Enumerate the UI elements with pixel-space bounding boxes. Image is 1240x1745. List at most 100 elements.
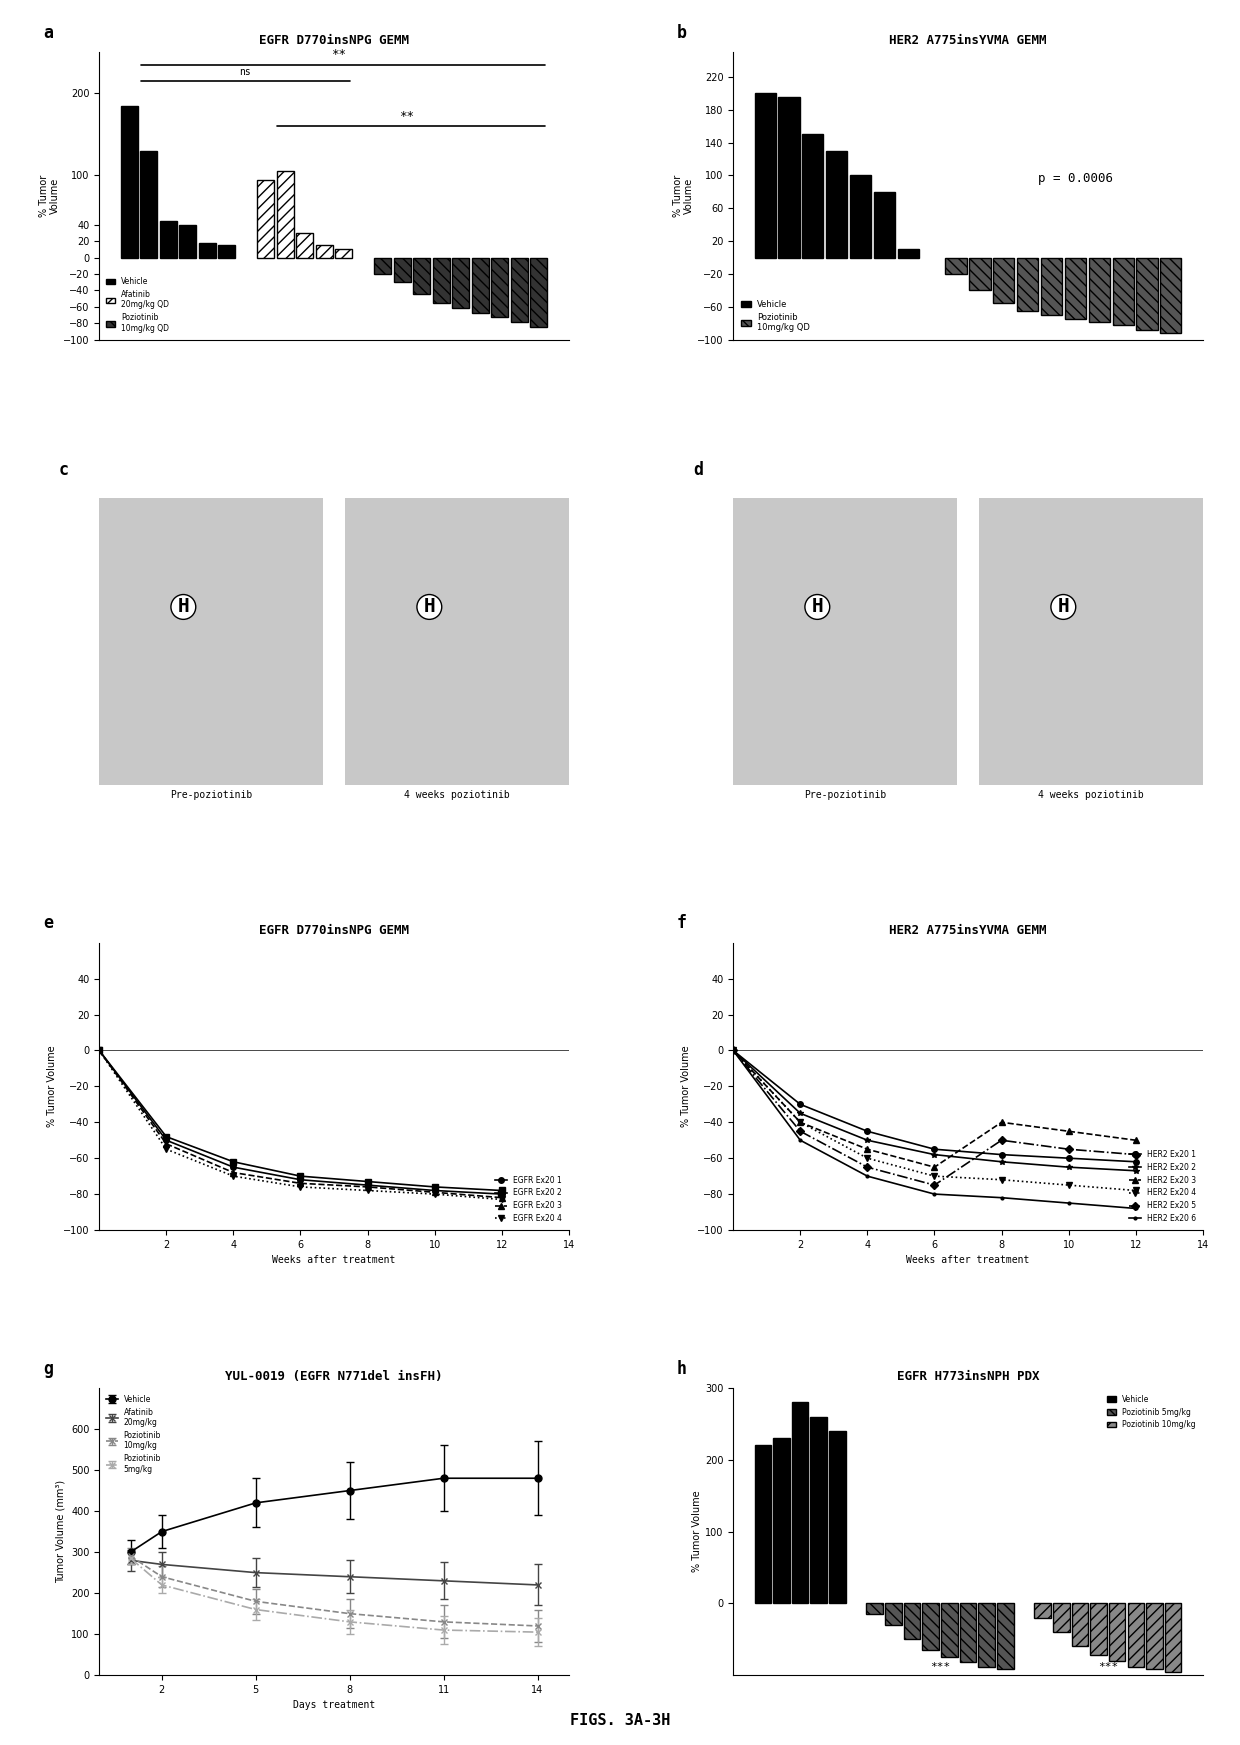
HER2 Ex20 6 bbox=[928, 1183, 942, 1204]
Y-axis label: % Tumor Volume: % Tumor Volume bbox=[47, 1045, 57, 1127]
Bar bbox=[413, 258, 430, 295]
Bar bbox=[1164, 1604, 1182, 1672]
EGFR Ex20 2 bbox=[495, 1180, 510, 1201]
Legend: Vehicle, Afatinib
20mg/kg, Poziotinib
10mg/kg, Poziotinib
5mg/kg: Vehicle, Afatinib 20mg/kg, Poziotinib 10… bbox=[103, 1393, 164, 1476]
Y-axis label: % Tumor Volume: % Tumor Volume bbox=[692, 1490, 702, 1572]
HER2 Ex20 6 bbox=[994, 1187, 1009, 1208]
EGFR Ex20 2 bbox=[92, 1040, 107, 1061]
Title: YUL-0019 (EGFR N771del insFH): YUL-0019 (EGFR N771del insFH) bbox=[226, 1370, 443, 1382]
Bar bbox=[1146, 1604, 1163, 1670]
Bar bbox=[140, 150, 157, 258]
Y-axis label: % Tumor
Volume: % Tumor Volume bbox=[38, 174, 61, 216]
Text: g: g bbox=[43, 1359, 53, 1377]
HER2 Ex20 1 bbox=[1061, 1148, 1076, 1169]
Bar bbox=[160, 220, 177, 258]
HER2 Ex20 1 bbox=[792, 1094, 807, 1115]
EGFR Ex20 1 bbox=[293, 1169, 308, 1190]
HER2 Ex20 6 bbox=[725, 1040, 740, 1061]
Text: ns: ns bbox=[239, 66, 250, 77]
Text: b: b bbox=[677, 24, 687, 42]
Title: EGFR H773insNPH PDX: EGFR H773insNPH PDX bbox=[897, 1370, 1039, 1382]
EGFR Ex20 2 bbox=[428, 1176, 443, 1197]
Line: HER2 Ex20 1: HER2 Ex20 1 bbox=[730, 1047, 1138, 1164]
Bar bbox=[120, 106, 138, 258]
X-axis label: Pre-poziotinib: Pre-poziotinib bbox=[804, 790, 887, 801]
HER2 Ex20 6 bbox=[1128, 1199, 1143, 1220]
EGFR Ex20 2 bbox=[360, 1171, 374, 1192]
Line: EGFR Ex20 3: EGFR Ex20 3 bbox=[97, 1047, 505, 1201]
HER2 Ex20 4 bbox=[725, 1040, 740, 1061]
Bar bbox=[335, 250, 352, 258]
X-axis label: Pre-poziotinib: Pre-poziotinib bbox=[170, 790, 252, 801]
Text: H: H bbox=[811, 597, 823, 616]
Line: HER2 Ex20 2: HER2 Ex20 2 bbox=[730, 1047, 1138, 1174]
HER2 Ex20 3 bbox=[994, 1112, 1009, 1133]
HER2 Ex20 5 bbox=[994, 1129, 1009, 1150]
X-axis label: Days treatment: Days treatment bbox=[293, 1700, 376, 1710]
Bar bbox=[1161, 258, 1182, 333]
Bar bbox=[849, 176, 872, 258]
Line: HER2 Ex20 6: HER2 Ex20 6 bbox=[730, 1047, 1138, 1211]
Bar bbox=[1065, 258, 1086, 319]
Text: ***: *** bbox=[1097, 1661, 1118, 1672]
EGFR Ex20 1 bbox=[428, 1180, 443, 1201]
Text: c: c bbox=[60, 461, 69, 478]
HER2 Ex20 4 bbox=[792, 1112, 807, 1133]
Bar bbox=[830, 1431, 846, 1604]
Bar bbox=[296, 232, 314, 258]
Legend: Vehicle, Poziotinib 5mg/kg, Poziotinib 10mg/kg: Vehicle, Poziotinib 5mg/kg, Poziotinib 1… bbox=[1104, 1393, 1199, 1433]
Bar bbox=[970, 258, 991, 290]
HER2 Ex20 2 bbox=[1061, 1157, 1076, 1178]
Text: H: H bbox=[423, 597, 435, 616]
Bar bbox=[802, 134, 823, 258]
EGFR Ex20 1 bbox=[159, 1129, 174, 1150]
Bar bbox=[1034, 1604, 1050, 1618]
HER2 Ex20 1 bbox=[725, 1040, 740, 1061]
Y-axis label: % Tumor
Volume: % Tumor Volume bbox=[672, 174, 694, 216]
Line: HER2 Ex20 3: HER2 Ex20 3 bbox=[730, 1047, 1138, 1169]
HER2 Ex20 3 bbox=[928, 1157, 942, 1178]
Bar bbox=[826, 150, 847, 258]
Bar bbox=[898, 250, 919, 258]
X-axis label: 4 weeks poziotinib: 4 weeks poziotinib bbox=[1038, 790, 1143, 801]
HER2 Ex20 3 bbox=[1061, 1120, 1076, 1141]
Bar bbox=[1109, 1604, 1126, 1661]
EGFR Ex20 2 bbox=[159, 1126, 174, 1146]
EGFR Ex20 3 bbox=[360, 1176, 374, 1197]
Bar bbox=[1127, 1604, 1145, 1666]
Text: H: H bbox=[177, 597, 190, 616]
EGFR Ex20 3 bbox=[226, 1162, 241, 1183]
Bar bbox=[1017, 258, 1038, 311]
Bar bbox=[1053, 1604, 1070, 1632]
Bar bbox=[1040, 258, 1063, 314]
Line: HER2 Ex20 4: HER2 Ex20 4 bbox=[730, 1047, 1138, 1194]
HER2 Ex20 1 bbox=[1128, 1152, 1143, 1173]
HER2 Ex20 6 bbox=[1061, 1192, 1076, 1213]
HER2 Ex20 2 bbox=[994, 1152, 1009, 1173]
HER2 Ex20 1 bbox=[994, 1145, 1009, 1166]
Bar bbox=[997, 1604, 1013, 1670]
X-axis label: Weeks after treatment: Weeks after treatment bbox=[906, 1255, 1029, 1265]
Legend: EGFR Ex20 1, EGFR Ex20 2, EGFR Ex20 3, EGFR Ex20 4: EGFR Ex20 1, EGFR Ex20 2, EGFR Ex20 3, E… bbox=[492, 1173, 565, 1227]
HER2 Ex20 4 bbox=[1061, 1174, 1076, 1195]
HER2 Ex20 4 bbox=[928, 1166, 942, 1187]
HER2 Ex20 5 bbox=[1128, 1145, 1143, 1166]
EGFR Ex20 1 bbox=[360, 1174, 374, 1195]
Line: HER2 Ex20 5: HER2 Ex20 5 bbox=[730, 1047, 1138, 1188]
HER2 Ex20 2 bbox=[859, 1129, 874, 1150]
Bar bbox=[393, 258, 410, 283]
Bar bbox=[885, 1604, 901, 1625]
Text: FIGS. 3A-3H: FIGS. 3A-3H bbox=[570, 1712, 670, 1728]
Bar bbox=[1136, 258, 1158, 330]
EGFR Ex20 4 bbox=[159, 1139, 174, 1160]
HER2 Ex20 1 bbox=[928, 1139, 942, 1160]
EGFR Ex20 1 bbox=[92, 1040, 107, 1061]
Bar bbox=[1089, 258, 1110, 321]
Bar bbox=[811, 1417, 827, 1604]
Text: a: a bbox=[43, 24, 53, 42]
X-axis label: Weeks after treatment: Weeks after treatment bbox=[273, 1255, 396, 1265]
HER2 Ex20 2 bbox=[725, 1040, 740, 1061]
Text: e: e bbox=[43, 914, 53, 932]
EGFR Ex20 4 bbox=[360, 1180, 374, 1201]
Title: EGFR D770insNPG GEMM: EGFR D770insNPG GEMM bbox=[259, 925, 409, 937]
